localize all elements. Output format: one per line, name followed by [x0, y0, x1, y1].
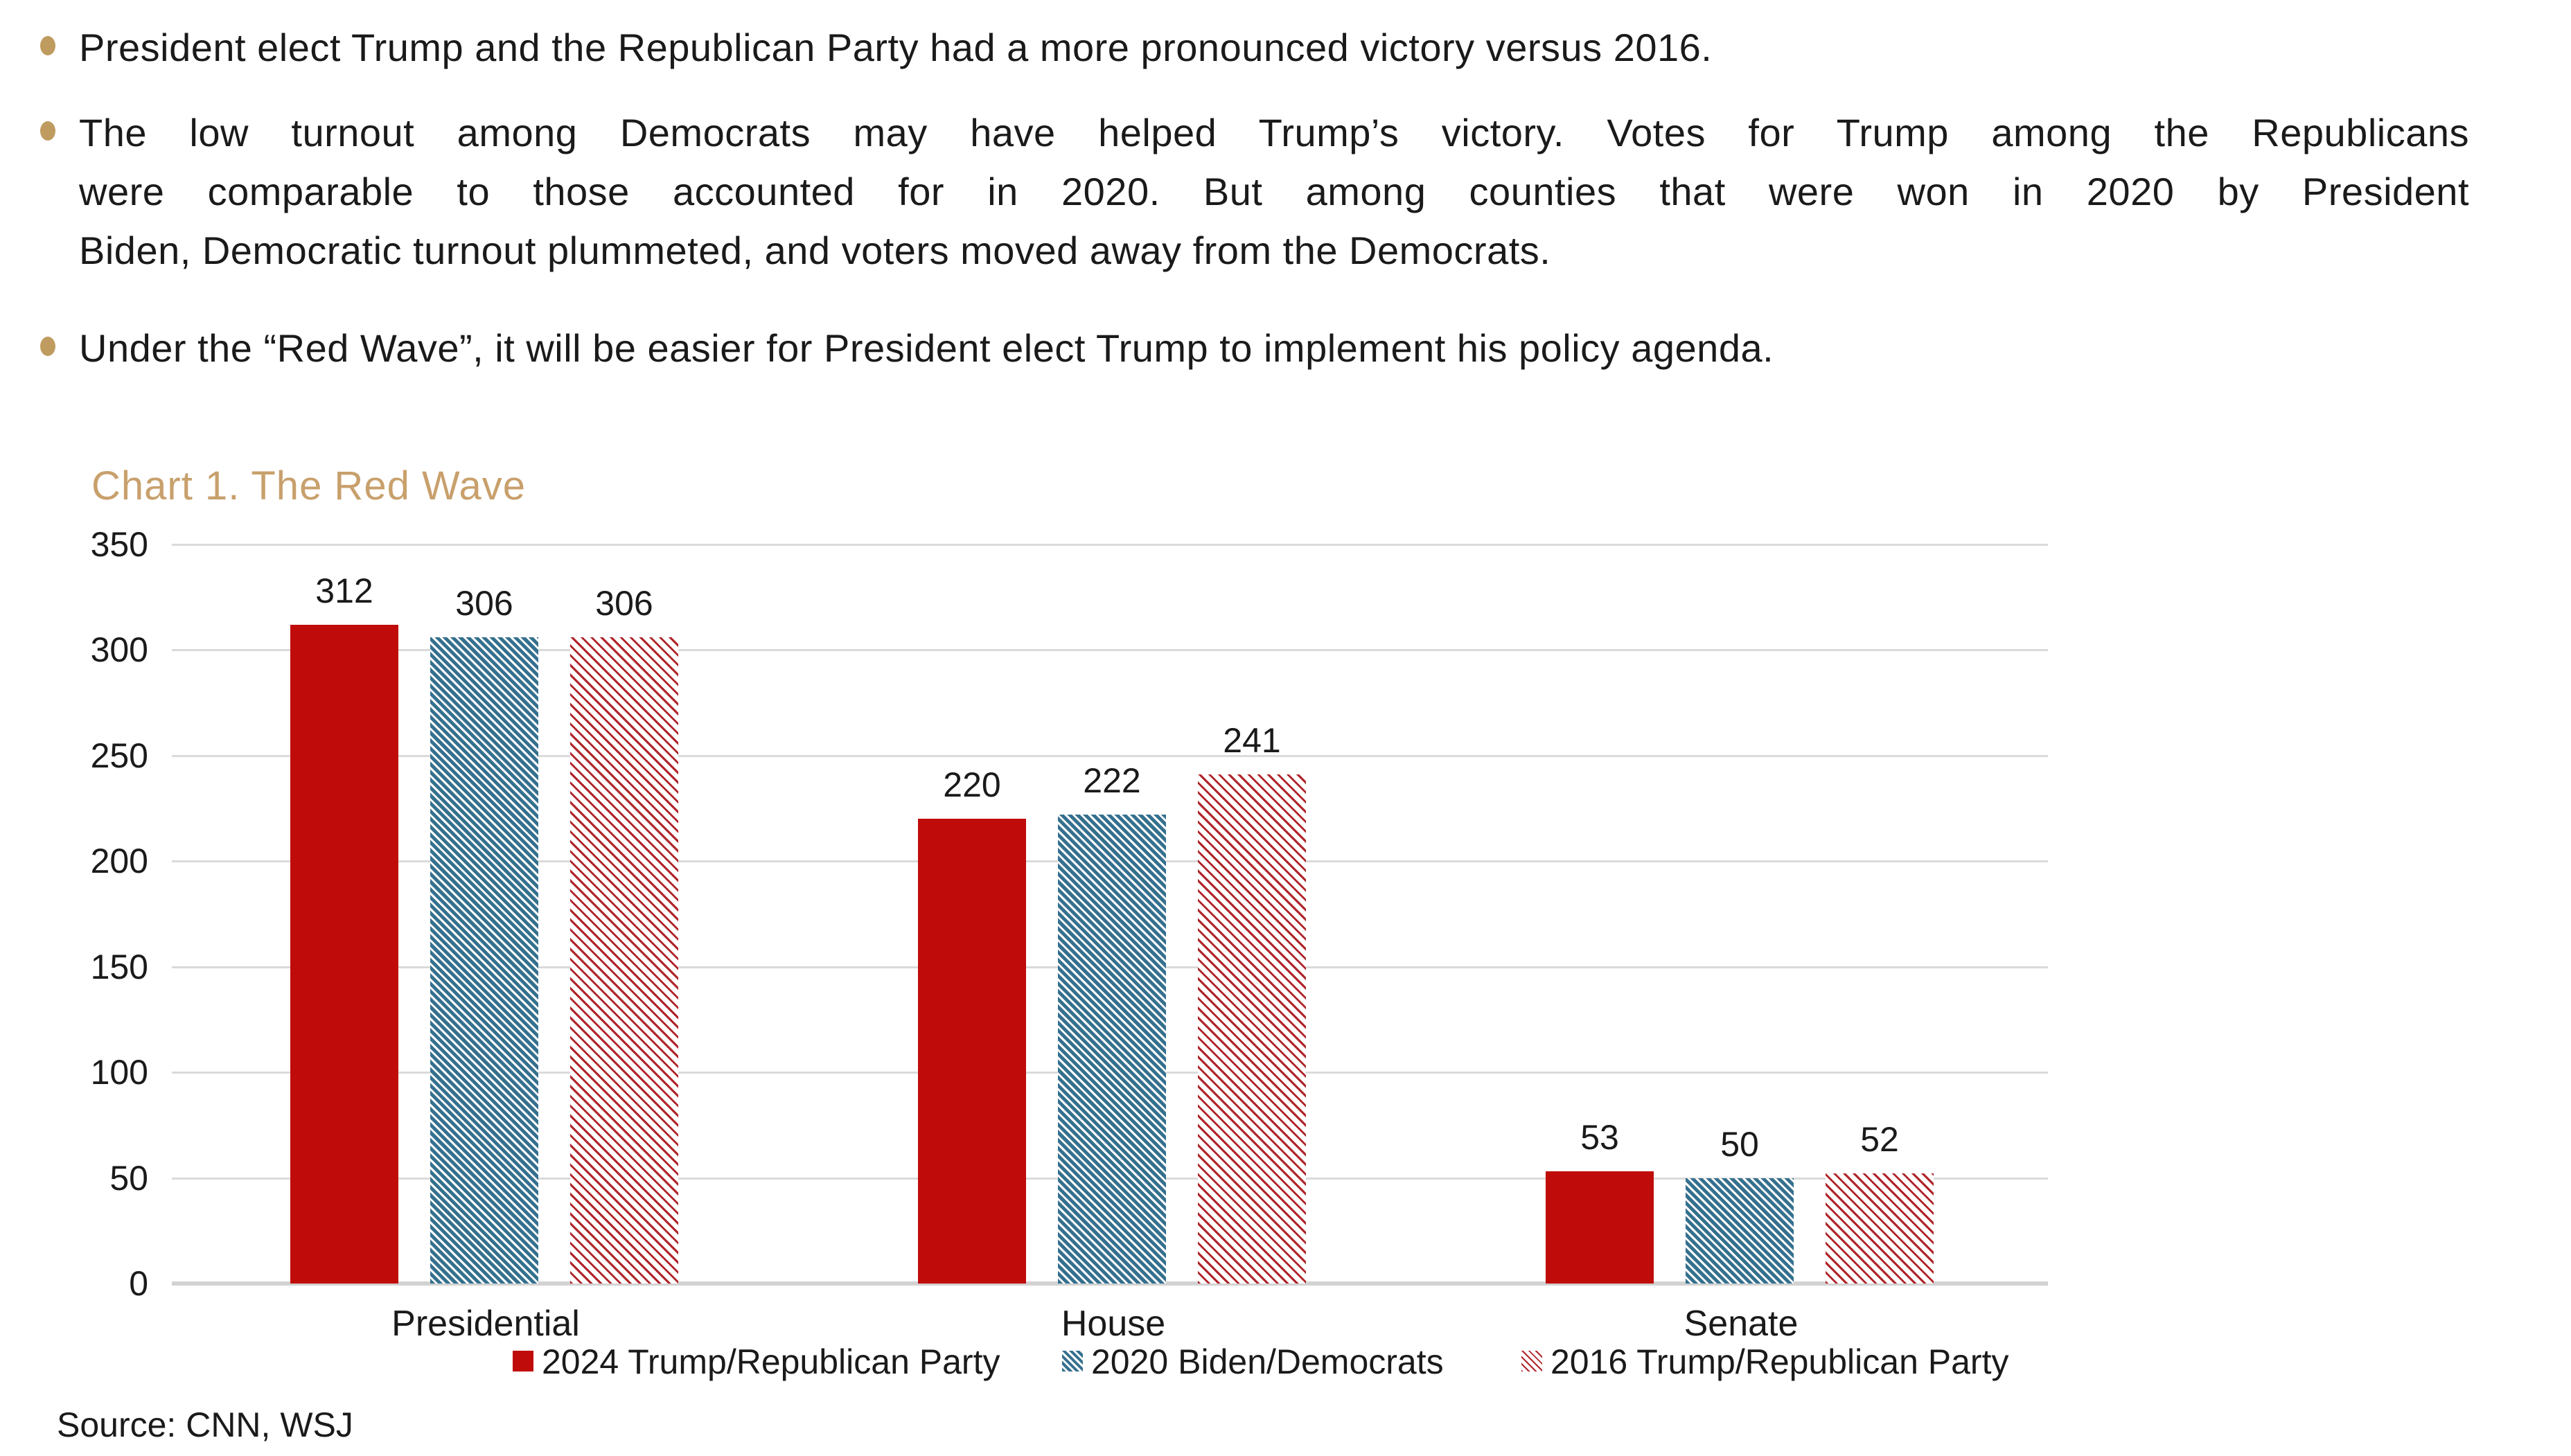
- bullet-text: The low turnout among Democrats may have…: [79, 111, 2469, 154]
- value-label: 306: [595, 584, 653, 623]
- bar-senate-2024: [1546, 1171, 1654, 1284]
- bar-house-2020: [1058, 815, 1166, 1284]
- bar-presidential-2024: [290, 625, 398, 1284]
- bar-presidential-2020: [430, 637, 538, 1284]
- bullet-item: The low turnout among Democrats may have…: [33, 103, 2469, 280]
- gridline: [172, 544, 2048, 546]
- gridline: [172, 754, 2048, 757]
- bullet-text: Under the “Red Wave”, it will be easier …: [79, 326, 1774, 370]
- legend-marker-icon: [513, 1351, 533, 1371]
- bar-house-2024: [918, 819, 1026, 1284]
- x-axis-label-senate: Senate: [1684, 1304, 1799, 1344]
- value-label: 241: [1223, 721, 1281, 760]
- legend-label: 2024 Trump/Republican Party: [542, 1342, 1000, 1381]
- gridline: [172, 649, 2048, 652]
- y-tick-label: 200: [90, 842, 148, 881]
- y-tick-label: 250: [90, 736, 148, 775]
- y-tick-label: 300: [90, 630, 148, 670]
- bullet-text: President elect Trump and the Republican…: [79, 26, 1713, 69]
- chart-title: Chart 1. The Red Wave: [91, 463, 527, 508]
- bullet-item: Under the “Red Wave”, it will be easier …: [33, 319, 2469, 378]
- legend-marker-icon: [1521, 1351, 1542, 1371]
- bullet-icon: [40, 36, 55, 55]
- x-axis-label-house: House: [1061, 1304, 1166, 1344]
- legend-marker-icon: [1062, 1351, 1083, 1371]
- y-tick-label: 50: [109, 1158, 148, 1198]
- value-label: 220: [943, 765, 1001, 804]
- legend-label: 2020 Biden/Democrats: [1091, 1342, 1444, 1381]
- x-axis-line: [172, 1281, 2048, 1286]
- value-label: 53: [1580, 1118, 1619, 1157]
- bullet-text: were comparable to those accounted for i…: [79, 170, 2469, 213]
- y-tick-label: 100: [90, 1053, 148, 1092]
- value-label: 222: [1083, 761, 1141, 800]
- y-tick-label: 0: [129, 1264, 148, 1303]
- value-label: 50: [1720, 1125, 1759, 1164]
- bar-house-2016: [1198, 774, 1306, 1284]
- bullet-icon: [40, 121, 55, 141]
- legend-label: 2016 Trump/Republican Party: [1550, 1342, 2009, 1381]
- x-axis-label-presidential: Presidential: [391, 1304, 580, 1344]
- bullet-list: President elect Trump and the Republican…: [33, 18, 2469, 404]
- bullet-text: Biden, Democratic turnout plummeted, and…: [79, 229, 1551, 272]
- value-label: 312: [315, 571, 373, 610]
- bar-senate-2016: [1826, 1173, 1934, 1284]
- y-tick-label: 150: [90, 947, 148, 986]
- bar-presidential-2016: [570, 637, 678, 1284]
- value-label: 52: [1860, 1120, 1899, 1159]
- bullet-item: President elect Trump and the Republican…: [33, 18, 2469, 77]
- y-tick-label: 350: [90, 525, 148, 564]
- value-label: 306: [455, 584, 513, 623]
- source-note: Source: CNN, WSJ: [57, 1405, 353, 1444]
- bullet-icon: [40, 337, 55, 356]
- bar-senate-2020: [1686, 1178, 1794, 1284]
